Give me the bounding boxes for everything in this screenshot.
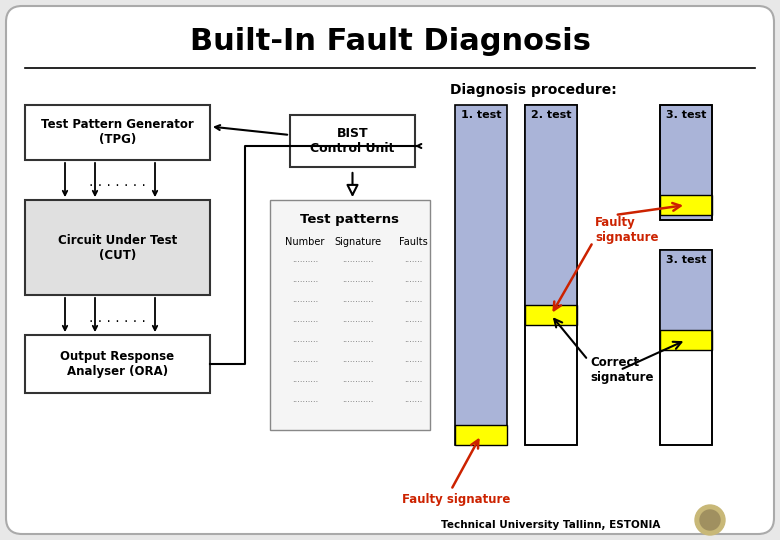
Bar <box>525 305 577 325</box>
Text: Technical University Tallinn, ESTONIA: Technical University Tallinn, ESTONIA <box>441 520 660 530</box>
Circle shape <box>695 505 725 535</box>
Text: .......: ....... <box>404 375 422 384</box>
Text: Circuit Under Test
(CUT): Circuit Under Test (CUT) <box>58 233 177 261</box>
Text: ..........: .......... <box>292 255 318 265</box>
Bar <box>25 105 210 160</box>
Text: Built-In Fault Diagnosis: Built-In Fault Diagnosis <box>190 28 590 57</box>
Bar <box>270 200 430 430</box>
Text: ............: ............ <box>342 255 374 265</box>
Text: Test Pattern Generator
(TPG): Test Pattern Generator (TPG) <box>41 118 194 146</box>
Text: ..........: .......... <box>292 315 318 325</box>
Bar <box>660 330 712 350</box>
Text: .......: ....... <box>404 275 422 285</box>
Text: ..........: .......... <box>292 335 318 345</box>
Text: .......: ....... <box>404 355 422 364</box>
Bar <box>25 200 210 295</box>
Bar <box>660 195 712 215</box>
Text: 3. test: 3. test <box>666 255 706 265</box>
Text: 3. test: 3. test <box>666 110 706 120</box>
Text: BIST
Control Unit: BIST Control Unit <box>310 127 395 155</box>
Text: ............: ............ <box>342 315 374 325</box>
Text: ............: ............ <box>342 275 374 285</box>
Text: ..........: .......... <box>292 395 318 404</box>
Text: . . . . . . .: . . . . . . . <box>89 175 146 189</box>
Text: Test patterns: Test patterns <box>300 213 399 226</box>
Text: .......: ....... <box>404 395 422 404</box>
Text: .......: ....... <box>404 255 422 265</box>
Text: Correct
signature: Correct signature <box>590 356 654 384</box>
Text: 1. test: 1. test <box>461 110 502 120</box>
Bar <box>525 105 577 445</box>
Bar <box>660 250 712 330</box>
Text: Faults: Faults <box>399 237 427 247</box>
Text: .......: ....... <box>404 315 422 325</box>
Text: Signature: Signature <box>335 237 381 247</box>
Text: ............: ............ <box>342 355 374 364</box>
Text: . . . . . . .: . . . . . . . <box>89 311 146 325</box>
Bar <box>455 105 507 445</box>
Circle shape <box>700 510 720 530</box>
Text: .......: ....... <box>404 295 422 305</box>
Text: ..........: .......... <box>292 295 318 305</box>
Text: Output Response
Analyser (ORA): Output Response Analyser (ORA) <box>60 350 175 378</box>
Bar <box>660 105 712 220</box>
Text: Faulty
signature: Faulty signature <box>595 216 658 244</box>
Text: ............: ............ <box>342 395 374 404</box>
Bar <box>25 335 210 393</box>
Text: Number: Number <box>285 237 324 247</box>
Bar <box>660 250 712 445</box>
Text: ..........: .......... <box>292 355 318 364</box>
Text: 2. test: 2. test <box>530 110 571 120</box>
Text: ............: ............ <box>342 335 374 345</box>
Text: ..........: .......... <box>292 275 318 285</box>
Bar <box>290 115 415 167</box>
Text: ............: ............ <box>342 375 374 384</box>
FancyBboxPatch shape <box>6 6 774 534</box>
Bar <box>660 250 712 445</box>
Bar <box>525 105 577 445</box>
Text: .......: ....... <box>404 335 422 345</box>
Text: Faulty signature: Faulty signature <box>402 494 510 507</box>
Text: Diagnosis procedure:: Diagnosis procedure: <box>450 83 617 97</box>
Text: ............: ............ <box>342 295 374 305</box>
Bar <box>525 105 577 305</box>
Text: ..........: .......... <box>292 375 318 384</box>
Bar <box>660 105 712 220</box>
Bar <box>455 425 507 445</box>
